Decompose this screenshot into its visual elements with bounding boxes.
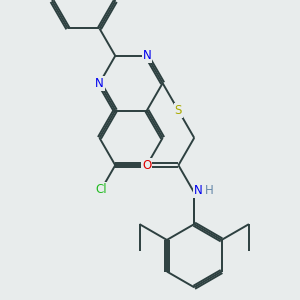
Text: N: N xyxy=(142,49,151,62)
Text: N: N xyxy=(194,184,202,197)
Text: O: O xyxy=(142,159,152,172)
Text: S: S xyxy=(175,104,182,117)
Text: H: H xyxy=(205,184,214,196)
Text: N: N xyxy=(95,77,104,90)
Text: Cl: Cl xyxy=(95,183,107,196)
